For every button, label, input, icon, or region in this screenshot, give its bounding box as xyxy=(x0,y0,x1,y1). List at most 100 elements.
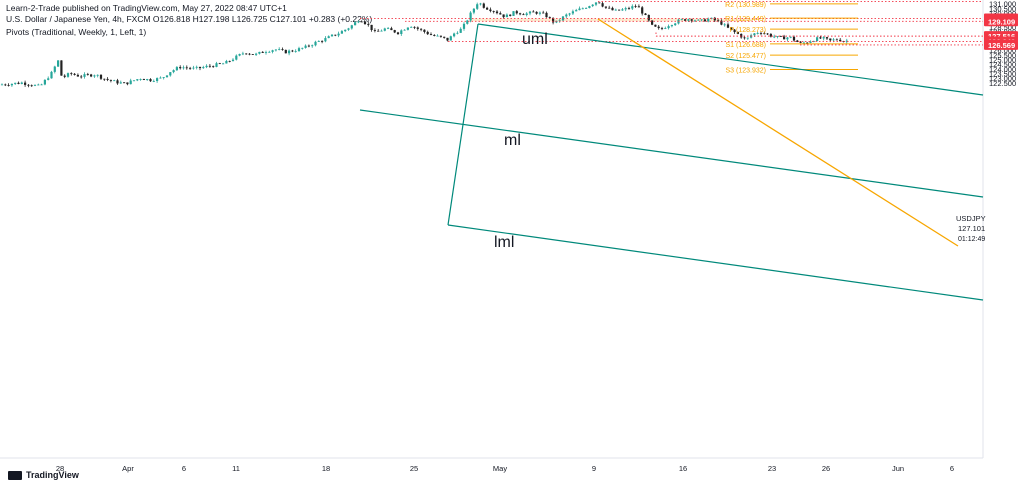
candle-body xyxy=(195,66,198,68)
candle-body xyxy=(350,25,353,29)
candle-body xyxy=(819,37,822,39)
candle-body xyxy=(235,55,238,60)
candle-body xyxy=(337,33,340,36)
y-tick-label: 130.500 xyxy=(989,4,1016,13)
candle-body xyxy=(802,42,805,44)
candle-body xyxy=(291,50,294,52)
candle-body xyxy=(149,79,152,82)
x-tick-label: 26 xyxy=(822,464,830,473)
uml-label: uml xyxy=(522,31,548,48)
candle-body xyxy=(730,27,733,30)
candle-body xyxy=(169,72,172,76)
candle-body xyxy=(565,14,568,17)
candle-body xyxy=(479,3,482,5)
candle-body xyxy=(314,41,317,46)
candle-body xyxy=(492,11,495,12)
candle-body xyxy=(73,73,76,75)
candle-body xyxy=(113,80,116,82)
price-tag-label: 126.569 xyxy=(988,41,1015,50)
candle-body xyxy=(225,60,228,64)
candle-body xyxy=(538,12,541,14)
candle-body xyxy=(330,34,334,37)
candle-body xyxy=(238,54,241,56)
published-by-line: Learn-2-Trade published on TradingView.c… xyxy=(6,3,287,13)
candle-body xyxy=(423,29,426,32)
tradingview-footer: TradingView xyxy=(8,470,79,480)
candle-body xyxy=(532,11,535,13)
candle-body xyxy=(604,6,607,8)
candle-body xyxy=(598,2,601,4)
candle-body xyxy=(779,36,782,37)
pivot-label: S2 (125.477) xyxy=(726,53,766,60)
candle-body xyxy=(377,30,380,32)
candle-body xyxy=(783,36,786,40)
candle-body xyxy=(575,10,578,12)
candle-body xyxy=(123,82,126,84)
candle-body xyxy=(420,28,423,30)
candle-body xyxy=(660,28,664,29)
candle-body xyxy=(726,24,730,28)
candle-body xyxy=(535,11,538,14)
candle-body xyxy=(159,77,162,79)
candle-body xyxy=(571,11,574,14)
candle-body xyxy=(674,23,677,26)
candle-body xyxy=(109,79,112,81)
candle-body xyxy=(66,73,70,77)
candle-body xyxy=(789,36,792,38)
candle-body xyxy=(156,78,159,81)
candle-body xyxy=(585,8,588,9)
tradingview-logo-icon xyxy=(8,470,22,480)
y-tick-label: 124.500 xyxy=(989,60,1016,69)
candle-body xyxy=(746,37,749,39)
x-tick-label: 28 xyxy=(56,464,64,473)
candle-body xyxy=(7,85,10,86)
candle-body xyxy=(317,41,320,42)
candle-body xyxy=(57,60,60,67)
candle-body xyxy=(769,34,772,37)
candle-body xyxy=(829,38,832,41)
candle-body xyxy=(756,33,759,34)
candle-body xyxy=(288,50,291,54)
y-tick-label: 125.000 xyxy=(989,56,1016,65)
pitchfork-handle-line xyxy=(447,23,479,226)
candle-body xyxy=(773,36,776,38)
candle-body xyxy=(241,53,244,55)
candle-body xyxy=(30,85,33,87)
candle-body xyxy=(489,9,492,12)
candle-body xyxy=(809,41,812,43)
candle-body xyxy=(763,33,766,35)
candle-body xyxy=(433,35,436,36)
candle-body xyxy=(294,51,297,52)
candle-body xyxy=(202,67,205,69)
candle-body xyxy=(439,35,442,37)
candle-body xyxy=(80,76,83,78)
candle-body xyxy=(469,12,472,21)
candle-body xyxy=(119,82,122,84)
candle-body xyxy=(261,51,264,53)
candle-body xyxy=(182,67,185,69)
candle-body xyxy=(667,26,670,29)
candle-body xyxy=(340,31,343,34)
candle-body xyxy=(185,67,188,69)
candle-body xyxy=(307,45,310,47)
x-tick-label: 18 xyxy=(322,464,330,473)
candle-body xyxy=(14,82,17,84)
candle-body xyxy=(624,8,627,10)
lml-label: lml xyxy=(494,234,514,251)
candle-body xyxy=(621,9,624,11)
candle-body xyxy=(99,74,103,79)
pivot-label: S1 (126.688) xyxy=(726,42,766,49)
current-price-label: 127.101 xyxy=(958,224,985,233)
candle-body xyxy=(165,75,169,78)
candle-body xyxy=(264,52,268,53)
candle-body xyxy=(502,14,505,18)
price-tag xyxy=(984,39,1018,50)
candle-body xyxy=(697,19,700,21)
candle-body xyxy=(796,40,799,42)
candle-body xyxy=(525,13,528,15)
candle-body xyxy=(542,12,545,14)
candle-body xyxy=(251,54,254,55)
candle-body xyxy=(106,78,109,80)
candle-body xyxy=(406,27,409,30)
